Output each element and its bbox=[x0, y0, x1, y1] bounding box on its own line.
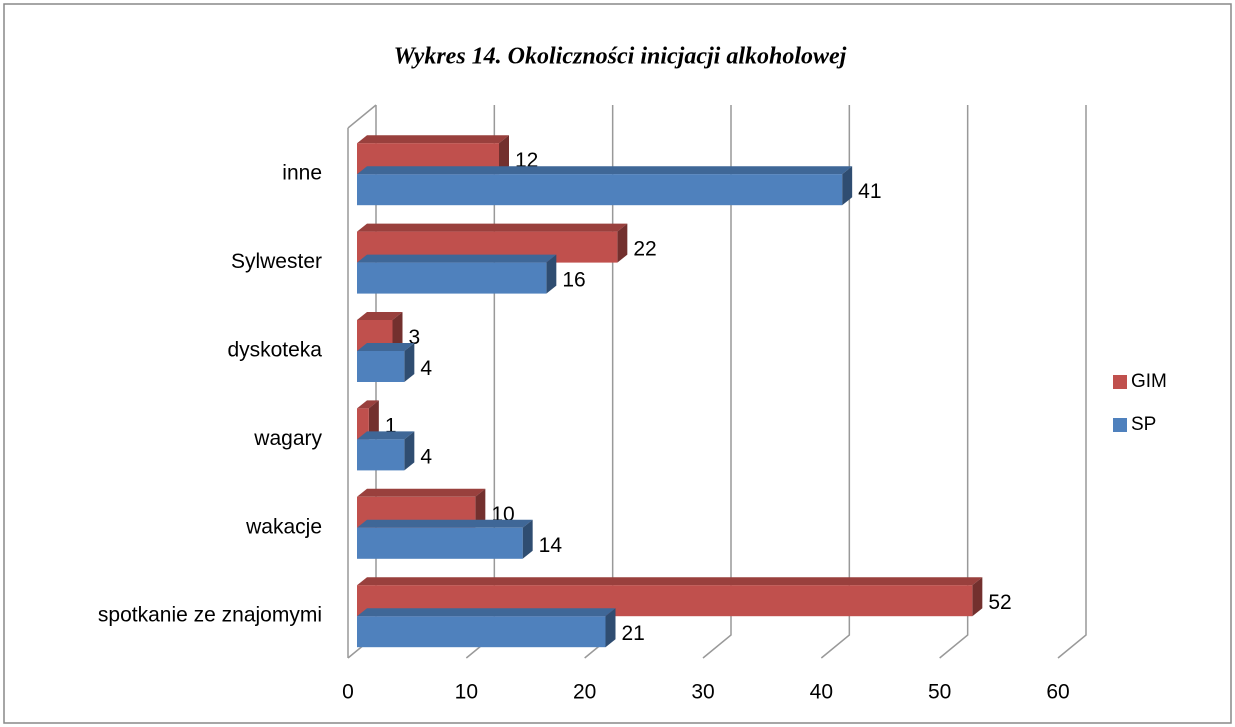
x-tick-label: 20 bbox=[573, 681, 596, 704]
bar-side bbox=[605, 608, 616, 648]
bar-top bbox=[357, 254, 557, 263]
data-label: 52 bbox=[988, 591, 1011, 614]
bar-side bbox=[842, 166, 853, 206]
x-tick-label: 60 bbox=[1046, 681, 1069, 704]
side-wall bbox=[347, 104, 377, 658]
y-tick-label: inne bbox=[282, 162, 322, 185]
bar-side bbox=[475, 488, 486, 528]
bar-top bbox=[357, 431, 415, 440]
data-label: 4 bbox=[420, 357, 432, 380]
bar bbox=[357, 408, 369, 440]
bar-top bbox=[357, 135, 509, 144]
bar-side bbox=[392, 312, 403, 351]
bar-top bbox=[357, 166, 853, 175]
bar-top bbox=[357, 577, 983, 586]
bar-side bbox=[546, 254, 557, 294]
data-label: 41 bbox=[858, 180, 881, 203]
grid-line bbox=[820, 105, 851, 659]
bar-side bbox=[522, 519, 533, 559]
grid-line bbox=[702, 105, 732, 659]
data-label: 21 bbox=[622, 622, 645, 645]
y-tick-label: spotkanie ze znajomymi bbox=[98, 604, 322, 627]
y-tick-label: wakacje bbox=[245, 515, 322, 538]
bar bbox=[357, 616, 606, 648]
legend-swatch bbox=[1113, 418, 1127, 432]
legend-label: GIM bbox=[1131, 371, 1167, 392]
y-tick-label: Sylwester bbox=[231, 250, 322, 273]
data-label: 1 bbox=[385, 414, 397, 437]
bar-side bbox=[617, 223, 628, 263]
bar-top bbox=[357, 400, 379, 409]
data-label: 3 bbox=[409, 326, 421, 349]
bar bbox=[357, 174, 843, 206]
legend-swatch bbox=[1113, 375, 1127, 389]
data-label: 22 bbox=[633, 238, 656, 261]
chart-title: Wykres 14. Okoliczności inicjacji alkoho… bbox=[394, 44, 847, 70]
bar-side bbox=[972, 577, 983, 617]
x-tick-label: 30 bbox=[691, 681, 714, 704]
y-tick-label: dyskoteka bbox=[227, 339, 322, 362]
bar-top bbox=[357, 223, 628, 232]
bar bbox=[357, 351, 405, 382]
x-tick-label: 50 bbox=[928, 681, 951, 704]
bar-top bbox=[357, 519, 533, 528]
bar-top bbox=[357, 343, 415, 351]
data-label: 4 bbox=[420, 445, 432, 468]
legend-label: SP bbox=[1131, 414, 1156, 435]
bar-side bbox=[404, 343, 415, 382]
bar-side bbox=[499, 135, 509, 175]
x-tick-label: 0 bbox=[342, 681, 354, 704]
bar-side bbox=[404, 431, 415, 471]
bar-side bbox=[368, 400, 379, 440]
x-tick-label: 10 bbox=[455, 681, 478, 704]
data-label: 16 bbox=[562, 269, 585, 292]
y-tick-label: wagary bbox=[253, 427, 322, 450]
bar bbox=[357, 439, 405, 471]
bar bbox=[357, 262, 547, 294]
bar-top bbox=[357, 312, 403, 320]
bar-top bbox=[357, 608, 616, 617]
bar bbox=[357, 527, 523, 559]
x-tick-label: 40 bbox=[810, 681, 833, 704]
bar-top bbox=[357, 488, 486, 497]
grid-line bbox=[939, 105, 969, 659]
grid-line bbox=[1057, 105, 1087, 659]
data-label: 14 bbox=[539, 534, 563, 557]
